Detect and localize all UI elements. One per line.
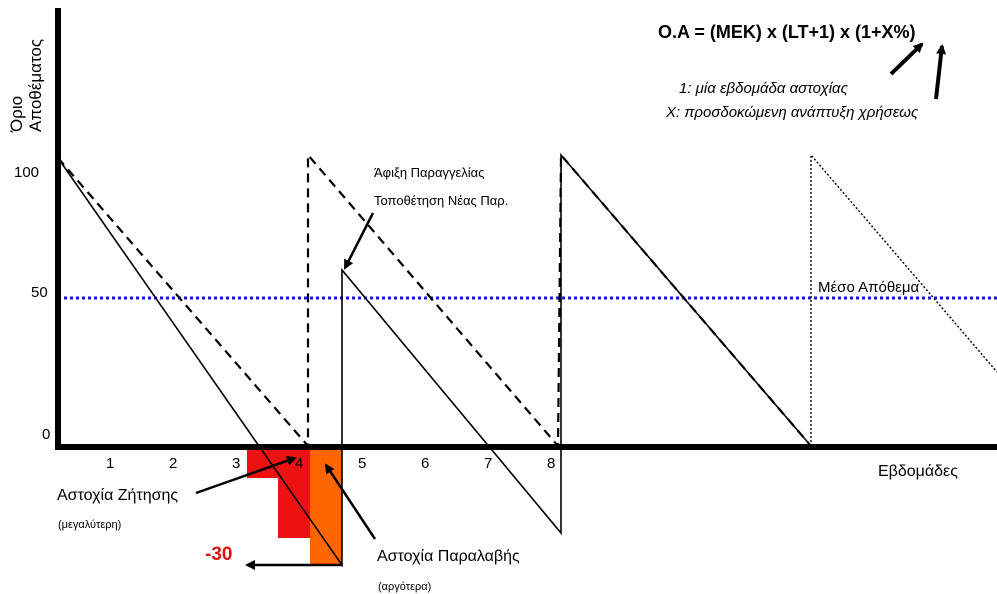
- x-axis-label: Εβδομάδες: [878, 463, 958, 480]
- shortfall-value: -30: [205, 544, 232, 565]
- actual-inventory-sawtooth: [57, 152, 812, 568]
- order-arrival-label-2: Τοποθέτηση Νέας Παρ.: [374, 193, 508, 208]
- order-arrival-label-1: Άφιξη Παραγγελίας: [374, 165, 484, 180]
- order-arrival-arrow: [343, 212, 375, 270]
- y-axis-label-line1: Όριο: [7, 96, 26, 133]
- demand-failure-sublabel: (μεγαλύτερη): [58, 519, 121, 531]
- receipt-failure-sublabel: (αργότερα): [378, 581, 431, 593]
- y-tick-50: 50: [31, 284, 48, 301]
- x-tick-1: 1: [106, 455, 114, 472]
- formula-note-x: X: προσδοκώμενη ανάπτυξη χρήσεως: [665, 104, 919, 121]
- demand-failure-label: Αστοχία Ζήτησης: [57, 487, 178, 504]
- demand-failure-arrow: [195, 455, 297, 495]
- receipt-failure-arrow: [324, 463, 377, 540]
- arrow-to-lt1: [889, 42, 924, 76]
- formula-text: O.A = (MEK) x (LT+1) x (1+X%): [658, 22, 916, 42]
- x-tick-6: 6: [421, 455, 429, 472]
- y-tick-100: 100: [14, 164, 39, 181]
- arrow-to-xpct: [934, 44, 947, 100]
- y-axis-label-line2: Αποθέματος: [26, 39, 45, 132]
- x-tick-8: 8: [547, 455, 555, 472]
- formula-note-1: 1: μία εβδομάδα αστοχίας: [679, 80, 849, 97]
- y-tick-0: 0: [42, 426, 50, 443]
- receipt-failure-label: Αστοχία Παραλαβής: [377, 548, 520, 565]
- x-tick-5: 5: [358, 455, 366, 472]
- x-tick-3: 3: [232, 455, 240, 472]
- x-tick-2: 2: [169, 455, 177, 472]
- future-inventory-line: [810, 153, 997, 446]
- x-tick-4: 4: [295, 455, 303, 472]
- average-stock-label: Μέσο Απόθεμα: [818, 279, 919, 296]
- x-tick-7: 7: [484, 455, 492, 472]
